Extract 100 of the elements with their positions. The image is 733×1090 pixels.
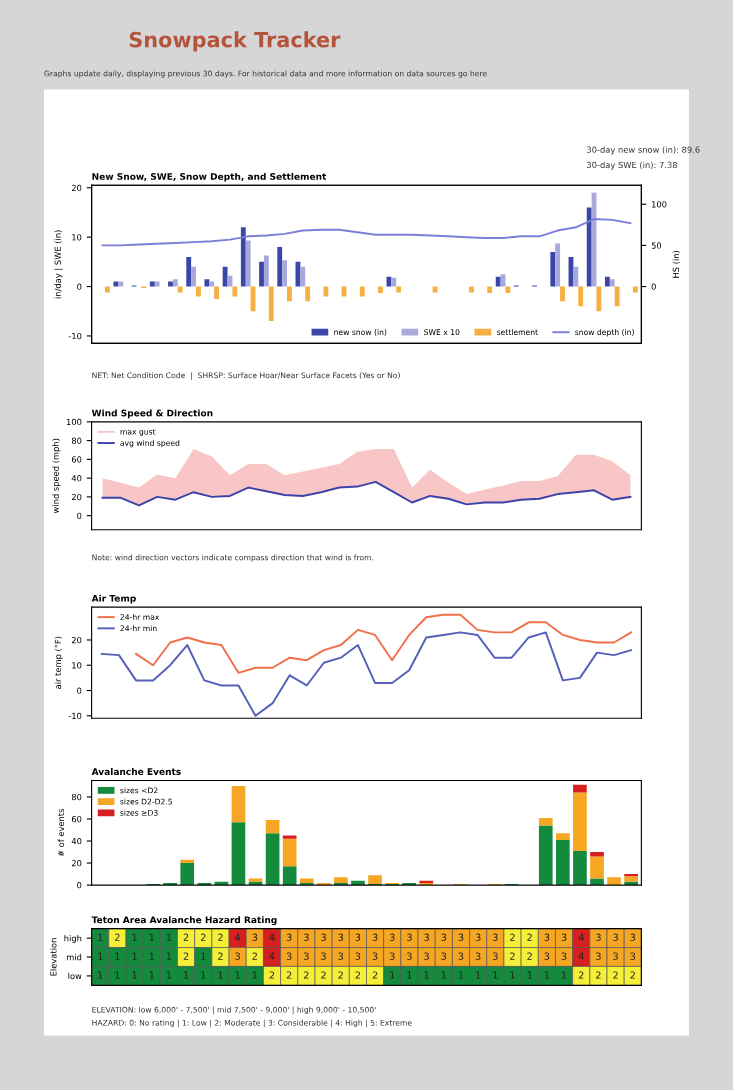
data-label: 2 [321,971,326,979]
data-label: 1 [218,971,223,979]
data-label: 4 [578,952,584,960]
data-label: 2 [613,971,618,979]
data-label: 1 [98,952,103,960]
data-label: 3 [441,933,447,941]
data-label: 1 [98,971,103,979]
data-label: 3 [407,952,412,960]
data-label: 3 [424,933,429,941]
data-label: 1 [235,971,240,979]
data-label: 3 [304,952,309,960]
text: 30-day new snow (in): 89.6 [587,146,700,155]
data-label: 1 [184,971,189,979]
y-tick-label: 80 [71,793,82,801]
data-label: 2 [527,933,532,941]
data-label: 2 [115,933,120,941]
data-label: 1 [132,971,137,979]
data-label: 1 [458,971,464,979]
data-label: 3 [613,933,618,941]
y-tick-label: 40 [71,475,82,482]
data-label: 2 [218,933,223,941]
y-tick-label: -10 [68,712,82,720]
data-label: 1 [149,971,154,979]
data-label: 3 [338,933,344,941]
data-label: 3 [407,933,412,941]
y-tick-label: low [68,972,82,980]
data-label: 3 [458,952,464,960]
y-tick-label: 10 [72,662,82,669]
data-label: 3 [544,933,550,941]
y-tick-label: 20 [71,493,82,501]
data-label: 1 [493,971,498,979]
chart-title: Teton Area Avalanche Hazard Rating [91,916,277,926]
data-label: 3 [596,933,601,941]
data-label: 1 [544,971,550,979]
chart-title: New Snow, SWE, Snow Depth, and Settlement [92,172,327,182]
data-label: 1 [476,971,481,979]
y-tick-label: high [64,934,82,944]
data-label: 2 [269,971,275,979]
data-label: 3 [544,952,550,960]
data-label: 1 [166,952,172,960]
data-label: 2 [510,933,515,941]
y-axis-title: wind speed (mph) [52,438,61,514]
data-label: 3 [613,952,618,960]
data-label: 1 [201,952,206,960]
data-label: 3 [424,952,429,960]
y-axis-title: air temp (°F) [54,636,63,689]
data-label: 2 [372,971,378,979]
y-tick-label: mid [66,953,82,961]
data-label: 3 [561,933,567,941]
data-label: 3 [286,952,292,960]
data-label: 3 [252,933,258,941]
data-label: 2 [183,933,189,941]
y-axis-title: Elevation [50,938,57,976]
data-label: 3 [389,933,395,941]
data-label: 1 [252,971,258,979]
y2-tick-label: 100 [652,201,667,208]
data-label: 2 [510,952,515,960]
y-axis-title: in/day | SWE (in) [54,230,63,299]
chart-title: Avalanche Events [91,768,181,776]
y-tick-label: 60 [71,456,82,463]
data-label: 2 [596,971,601,979]
y-axis-title: # of events [57,808,65,857]
data-label: 1 [149,952,154,960]
data-label: 3 [630,933,636,941]
data-label: 1 [390,971,395,979]
y-tick-label: 40 [71,838,82,845]
data-label: 3 [475,952,481,960]
data-label: 3 [372,952,378,960]
data-label: 3 [355,933,361,941]
text: Snowpack Tracker [129,31,341,52]
data-label: 3 [493,952,498,960]
data-label: 2 [303,971,309,979]
y-tick-label: 20 [71,184,82,192]
y2-axis-title: HS (in) [672,250,680,278]
data-label: 2 [183,952,189,960]
data-label: 2 [286,971,292,979]
data-label: 3 [286,933,292,941]
data-label: 1 [166,971,172,979]
data-label: 1 [149,933,154,941]
data-label: 1 [166,933,172,941]
chart-title: Wind Speed & Direction [91,409,213,419]
data-label: 4 [269,933,275,941]
y-tick-label: 80 [71,437,82,444]
data-label: 1 [98,933,103,941]
data-label: 3 [235,952,240,960]
data-label: 3 [458,933,464,941]
data-label: 3 [389,952,395,960]
y-tick-label: 0 [77,512,82,519]
data-label: 4 [235,933,241,941]
y-tick-label: 60 [71,815,82,823]
data-label: 3 [338,952,344,960]
chart-title: Air Temp [91,594,136,604]
data-label: 3 [493,933,498,941]
data-label: 2 [578,971,584,979]
data-label: 4 [578,933,584,941]
data-label: 1 [441,971,446,979]
data-label: 3 [304,933,309,941]
data-label: 1 [115,952,120,960]
data-label: 3 [441,952,447,960]
data-label: 3 [561,952,567,960]
